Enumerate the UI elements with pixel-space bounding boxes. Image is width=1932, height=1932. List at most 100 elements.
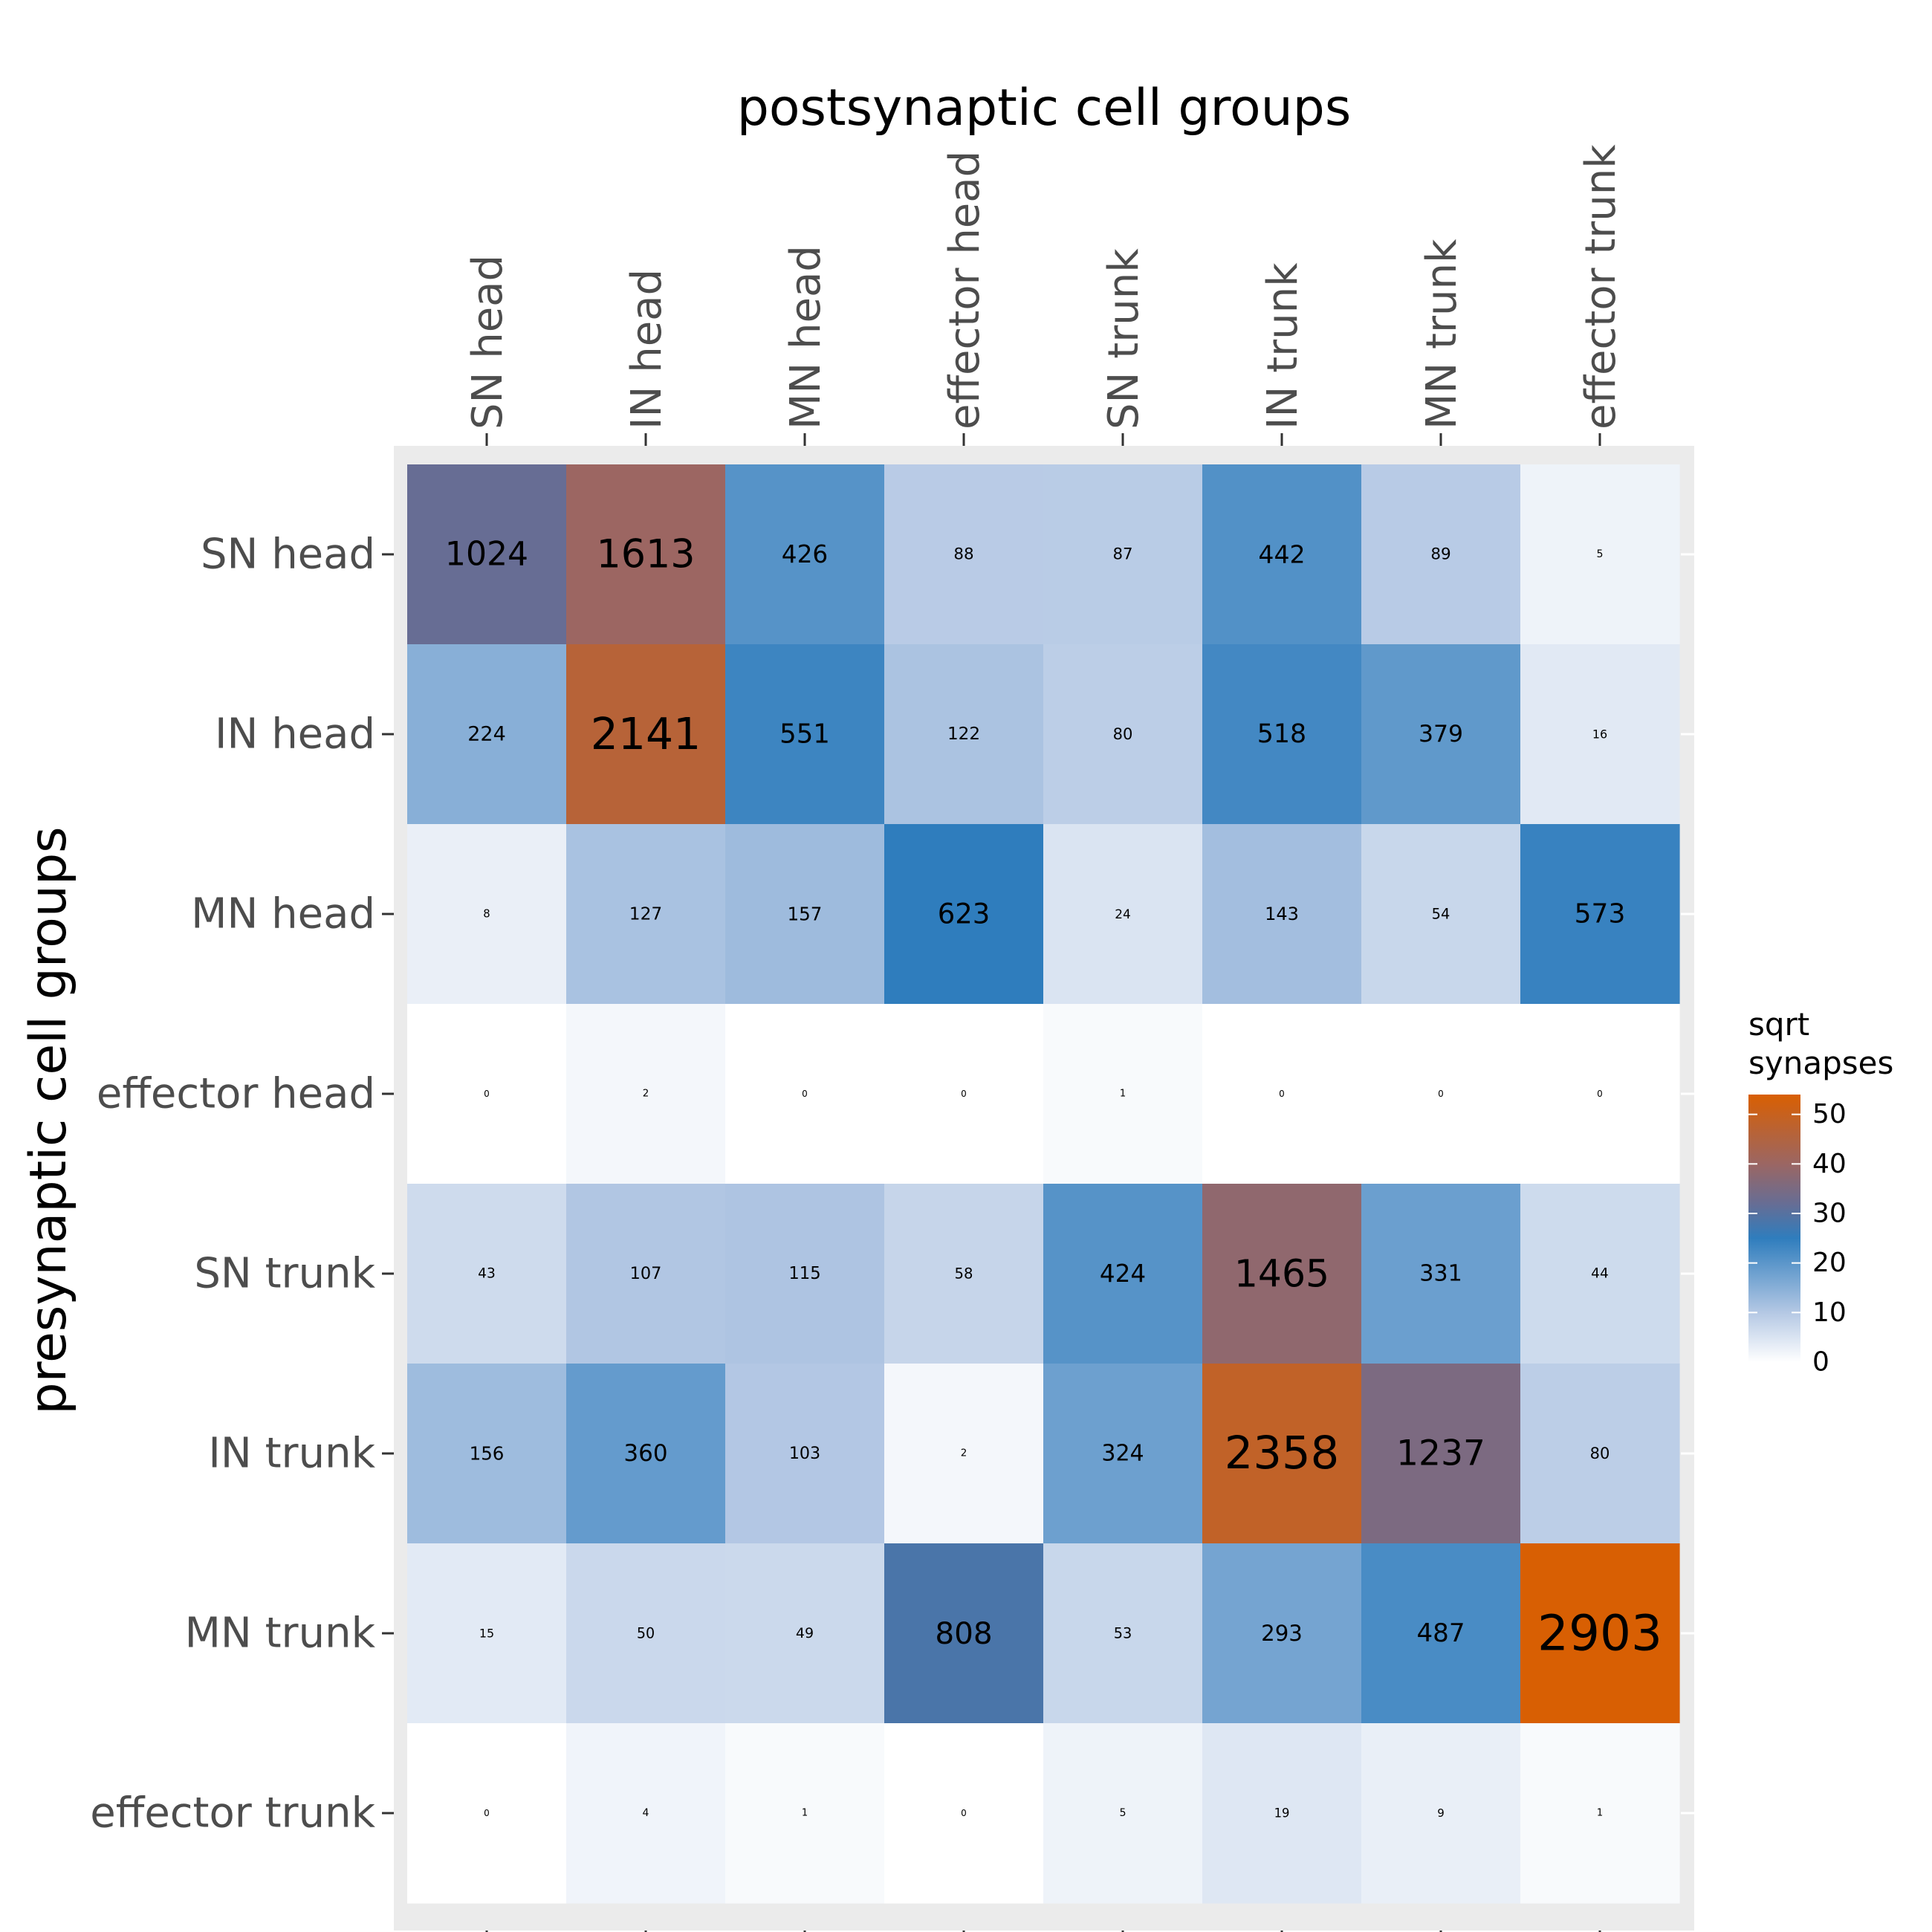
cell-value-label: 442: [1258, 540, 1305, 569]
cell-value-label: 0: [484, 1808, 490, 1818]
x-tick-label: SN head: [464, 255, 512, 429]
heatmap-cell: [1043, 464, 1203, 645]
heatmap-cell: [1520, 1004, 1680, 1184]
x-tick-label: MN trunk: [1418, 239, 1466, 429]
x-tick-label: IN head: [623, 269, 671, 429]
y-tick-label: effector head: [97, 1070, 375, 1118]
heatmap-cell: [1361, 1184, 1521, 1364]
cell-value-label: 49: [796, 1625, 814, 1641]
heatmap-cell: [725, 1004, 885, 1184]
heatmap-cell: [725, 1723, 885, 1904]
cell-value-label: 424: [1100, 1260, 1146, 1288]
legend-tick-label: 20: [1812, 1248, 1847, 1278]
heatmap-cell: [1361, 1004, 1521, 1184]
y-tick-label: SN head: [201, 531, 375, 579]
heatmap-cell: [725, 1364, 885, 1544]
cell-value-label: 54: [1432, 906, 1450, 923]
cell-value-label: 0: [1438, 1089, 1444, 1099]
heatmap-cell: [1361, 644, 1521, 825]
cell-value-label: 19: [1274, 1806, 1290, 1821]
cell-value-label: 0: [961, 1089, 967, 1099]
cell-value-label: 0: [802, 1089, 808, 1099]
cell-value-label: 103: [789, 1444, 820, 1463]
heatmap-cell: [566, 644, 726, 825]
cell-value-label: 107: [630, 1264, 662, 1283]
cell-value-label: 426: [782, 540, 828, 568]
cell-value-label: 9: [1437, 1806, 1445, 1820]
legend-tick-label: 10: [1812, 1297, 1847, 1328]
x-tick-label: IN trunk: [1259, 262, 1307, 429]
heatmap-cell: [725, 1184, 885, 1364]
cell-value-label: 157: [788, 904, 823, 925]
heatmap-cell: [1520, 1723, 1680, 1904]
heatmap-cell: [566, 824, 726, 1005]
cell-value-label: 360: [623, 1440, 667, 1467]
x-axis-title: postsynaptic cell groups: [737, 79, 1352, 137]
cell-value-label: 623: [938, 898, 991, 930]
cell-value-label: 43: [478, 1266, 496, 1282]
heatmap-cell: [1520, 464, 1680, 645]
heatmap-cell: [407, 1184, 567, 1364]
y-axis-ticks: SN head IN head MN head effector head SN tru…: [90, 531, 1694, 1838]
y-tick-label: effector trunk: [90, 1789, 375, 1838]
heatmap-cell: [884, 1184, 1044, 1364]
heatmap-cell: [1202, 824, 1362, 1005]
cell-value-label: 156: [470, 1443, 505, 1465]
cell-value-label: 8: [483, 908, 490, 921]
cell-value-label: 5: [1596, 548, 1603, 560]
cell-value-label: 80: [1113, 725, 1133, 743]
heatmap-cell: [566, 1184, 726, 1364]
cell-value-label: 1: [1120, 1089, 1126, 1100]
heatmap-cell: [725, 644, 885, 825]
cell-value-label: 16: [1592, 727, 1607, 742]
cell-value-label: 551: [779, 719, 830, 750]
cell-value-label: 115: [788, 1264, 820, 1283]
heatmap-cell: [725, 1543, 885, 1724]
heatmap-cell: [884, 1543, 1044, 1724]
legend-tick-label: 50: [1812, 1099, 1847, 1129]
cell-value-label: 44: [1591, 1266, 1609, 1282]
cell-value-label: 2358: [1225, 1427, 1339, 1479]
cell-value-label: 1: [1597, 1808, 1603, 1819]
heatmap-cell: [884, 1004, 1044, 1184]
cell-value-label: 324: [1101, 1441, 1144, 1467]
cell-value-label: 224: [467, 723, 506, 746]
heatmap-cell: [407, 644, 567, 825]
cell-value-label: 0: [961, 1808, 967, 1818]
cell-value-label: 1024: [445, 536, 528, 574]
heatmap-cell: [1043, 1004, 1203, 1184]
legend-title-line-1: sqrt: [1748, 1006, 1809, 1043]
cell-value-label: 487: [1416, 1618, 1465, 1648]
cell-value-label: 50: [637, 1625, 655, 1642]
legend-colorbar: [1748, 1095, 1800, 1362]
heatmap-cell: [566, 1364, 726, 1544]
cell-value-label: 1237: [1396, 1433, 1485, 1474]
heatmap-cell: [884, 644, 1044, 825]
y-tick-label: MN head: [191, 890, 375, 939]
cell-value-label: 0: [1279, 1089, 1285, 1099]
heatmap-cell: [1361, 464, 1521, 645]
heatmap-cells: [407, 464, 1680, 1904]
heatmap-cell: [1361, 1723, 1521, 1904]
cell-value-label: 24: [1115, 907, 1131, 921]
heatmap-cell: [407, 1364, 567, 1544]
heatmap-cell: [407, 464, 567, 645]
cell-value-label: 53: [1114, 1625, 1132, 1642]
cell-value-label: 58: [955, 1265, 973, 1283]
cell-value-label: 573: [1575, 899, 1626, 930]
x-tick-label: effector trunk: [1577, 144, 1625, 429]
y-tick-label: MN trunk: [185, 1610, 376, 1658]
cell-value-label: 4: [643, 1807, 649, 1819]
cell-value-label: 143: [1265, 904, 1299, 924]
heatmap-cell: [884, 824, 1044, 1005]
y-axis-title: presynaptic cell groups: [19, 826, 78, 1414]
heatmap-cell: [1043, 1723, 1203, 1904]
heatmap-cell: [1202, 1364, 1362, 1544]
heatmap-cell: [407, 1723, 567, 1904]
x-tick-label: MN head: [782, 245, 830, 429]
heatmap-cell: [566, 464, 726, 645]
color-legend: sqrt synapses 0 10 20 30 40 50: [1748, 1006, 1893, 1378]
x-tick-label: SN trunk: [1100, 248, 1148, 429]
